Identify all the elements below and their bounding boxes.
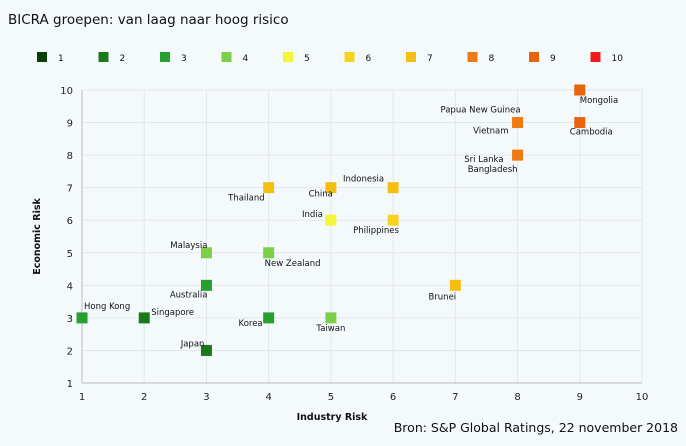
point-label: Philippines <box>353 226 399 236</box>
legend-label: 4 <box>243 54 249 64</box>
legend-label: 8 <box>489 54 495 64</box>
data-point <box>76 312 88 324</box>
point-label: India <box>302 210 323 220</box>
data-point <box>263 312 275 324</box>
point-label: Singapore <box>151 308 194 318</box>
x-tick-label: 10 <box>636 392 649 403</box>
y-tick-label: 3 <box>67 314 73 325</box>
legend-swatch <box>283 52 293 62</box>
data-point <box>138 312 150 324</box>
data-point <box>263 182 275 194</box>
legend-swatch <box>590 52 601 62</box>
x-tick-label: 7 <box>452 392 458 403</box>
source-note: Bron: S&P Global Ratings, 22 november 20… <box>393 420 678 435</box>
data-point <box>200 344 212 356</box>
y-tick-label: 1 <box>67 379 73 390</box>
point-label: Korea <box>239 319 263 329</box>
data-point <box>325 182 337 194</box>
data-point <box>449 279 461 291</box>
legend-label: 1 <box>58 54 64 64</box>
data-point <box>200 279 212 291</box>
y-tick-label: 8 <box>67 151 73 162</box>
x-tick-label: 9 <box>577 392 583 403</box>
data-point <box>387 182 399 194</box>
x-tick-label: 5 <box>328 392 334 403</box>
x-tick-label: 2 <box>141 392 147 403</box>
legend-label: 10 <box>612 54 624 64</box>
y-tick-label: 4 <box>67 281 73 292</box>
legend-swatch <box>160 52 170 62</box>
data-point <box>263 247 275 259</box>
point-label: Papua New Guinea <box>440 106 520 116</box>
data-point <box>574 117 586 129</box>
point-label: Indonesia <box>343 175 384 185</box>
data-point <box>387 214 399 226</box>
data-point <box>325 214 337 226</box>
legend-swatch <box>221 52 232 62</box>
x-tick-label: 8 <box>514 392 520 403</box>
legend-label: 6 <box>366 54 372 64</box>
x-tick-label: 4 <box>265 392 271 403</box>
legend-label: 3 <box>181 54 187 64</box>
y-tick-label: 7 <box>67 184 73 195</box>
chart-title: BICRA groepen: van laag naar hoog risico <box>8 12 289 28</box>
y-tick-label: 6 <box>67 216 73 227</box>
point-label: China <box>309 190 333 200</box>
legend-label: 5 <box>304 54 310 64</box>
data-point <box>512 117 524 129</box>
point-label: Vietnam <box>473 127 508 137</box>
y-tick-label: 10 <box>60 86 73 97</box>
x-axis-title: Industry Risk <box>297 412 368 423</box>
legend-swatch <box>98 52 109 62</box>
x-tick-label: 3 <box>203 392 209 403</box>
y-tick-label: 2 <box>67 346 73 357</box>
y-tick-label: 9 <box>67 119 73 130</box>
legend-label: 9 <box>550 54 556 64</box>
point-label: Japan <box>180 339 205 349</box>
legend-swatch <box>406 52 416 62</box>
legend-swatch <box>529 52 539 62</box>
legend-swatch <box>467 52 478 62</box>
point-label: Taiwan <box>315 324 345 334</box>
x-tick-label: 1 <box>79 392 85 403</box>
data-point <box>325 312 337 324</box>
y-tick-label: 5 <box>67 249 73 260</box>
point-label: Thailand <box>227 194 265 204</box>
point-label: New Zealand <box>265 259 321 269</box>
data-point <box>200 247 212 259</box>
point-label: Cambodia <box>570 128 613 138</box>
x-tick-label: 6 <box>390 392 396 403</box>
data-point <box>512 149 524 161</box>
legend-swatch <box>37 52 47 62</box>
point-label: Bangladesh <box>468 165 518 175</box>
point-label: Sri Lanka <box>464 155 503 165</box>
y-axis-title: Economic Risk <box>32 198 43 275</box>
legend-swatch <box>344 52 355 62</box>
point-label: Hong Kong <box>84 302 130 312</box>
point-label: Malaysia <box>170 241 207 251</box>
legend-label: 7 <box>427 54 433 64</box>
data-point <box>574 84 586 96</box>
point-label: Mongolia <box>580 96 618 106</box>
point-label: Brunei <box>428 292 456 302</box>
legend-label: 2 <box>120 54 126 64</box>
point-label: Australia <box>170 290 208 300</box>
